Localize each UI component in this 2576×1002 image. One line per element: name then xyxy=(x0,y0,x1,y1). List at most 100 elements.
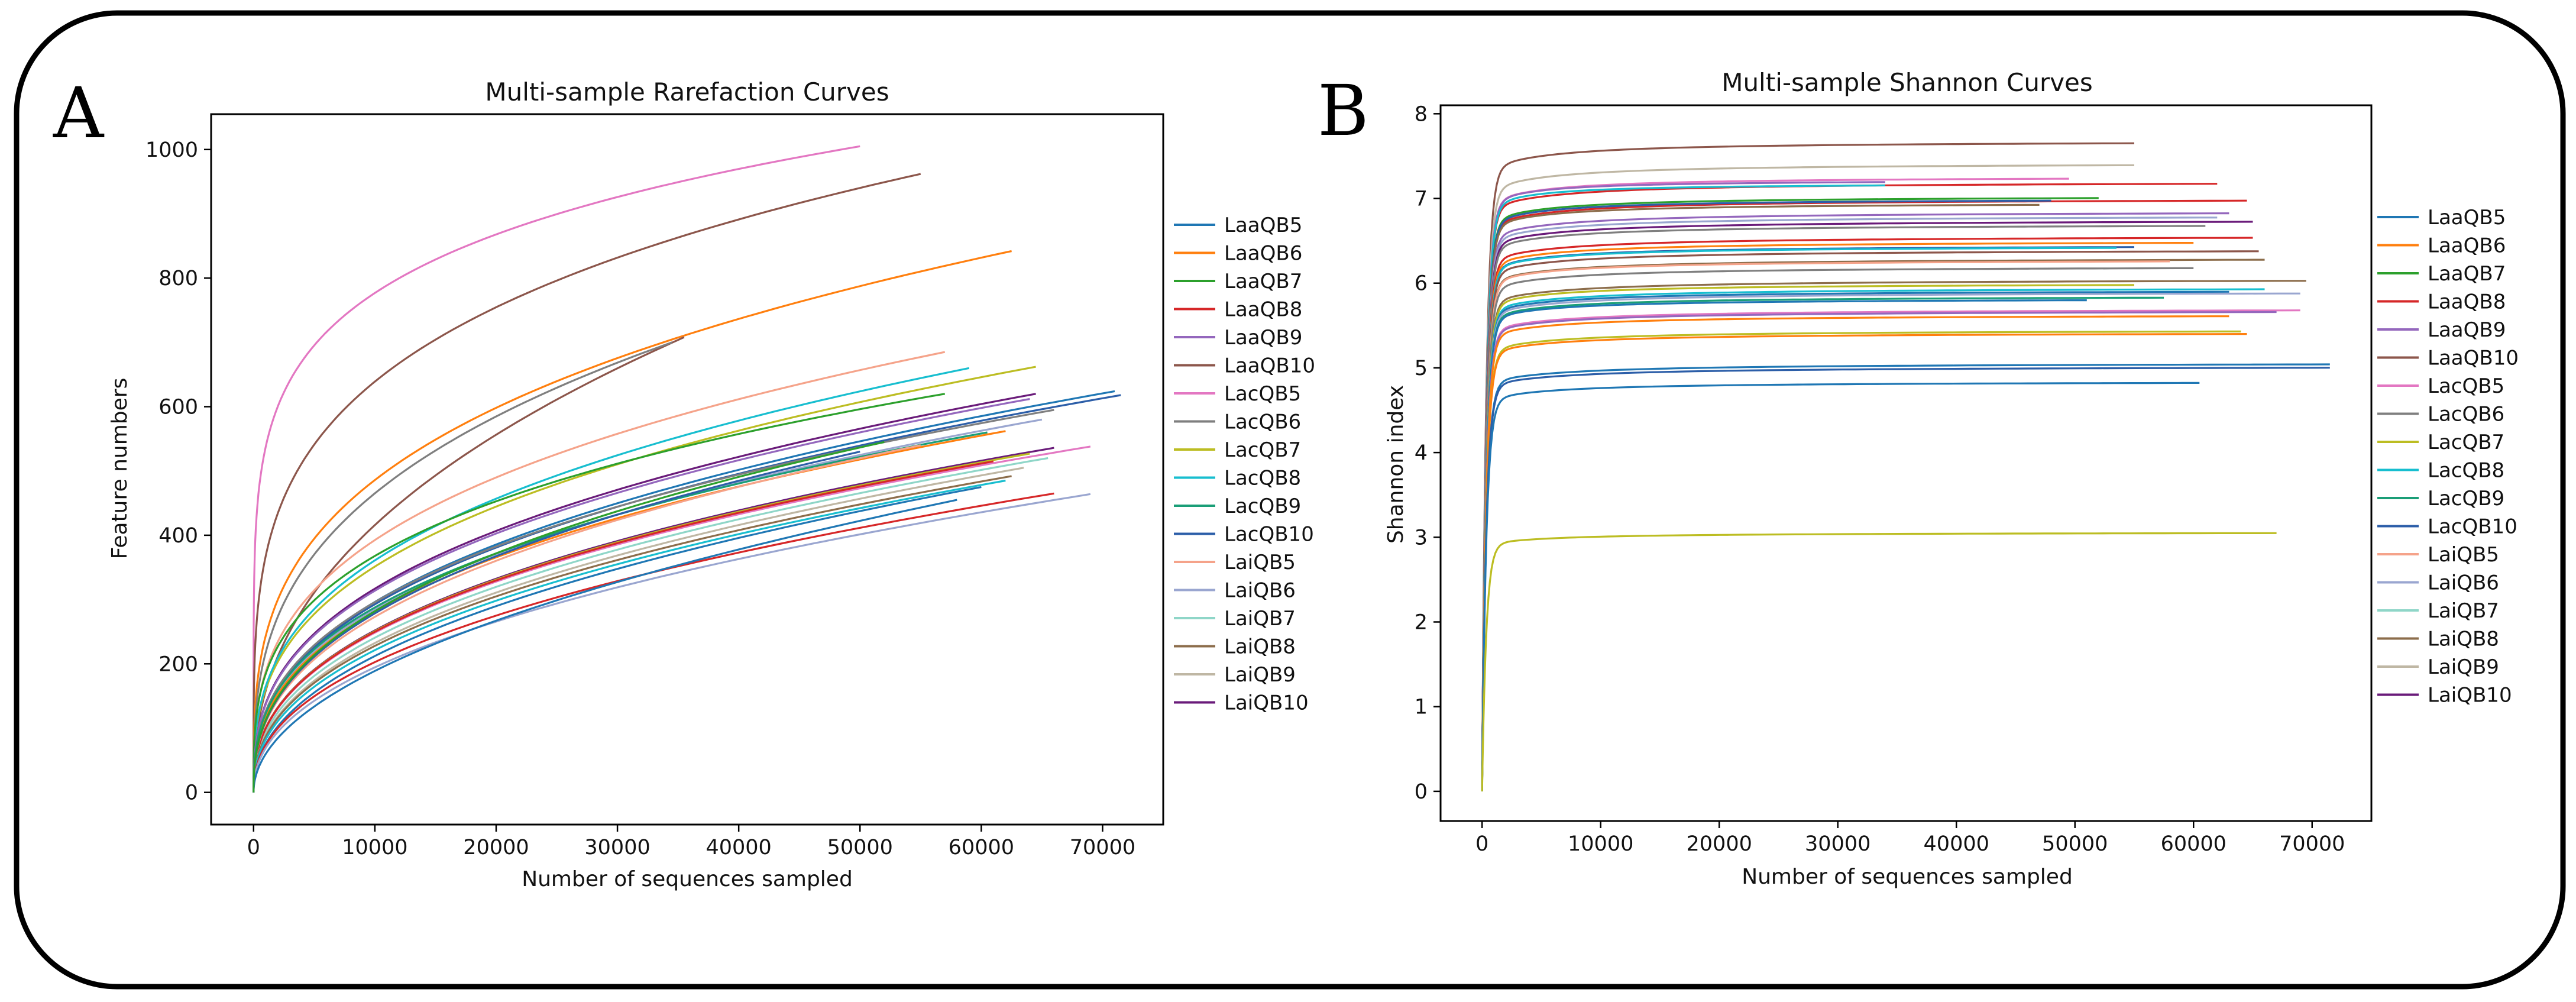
rarefaction-x-tick-label: 60000 xyxy=(949,836,1014,859)
shannon-series-line-1 xyxy=(1481,142,2135,791)
rarefaction-series-line-22 xyxy=(253,460,994,793)
shannon-y-tick-label: 6 xyxy=(1415,272,1428,296)
shannon-legend-label: LacQB5 xyxy=(2428,374,2504,398)
shannon-legend-label: LaaQB9 xyxy=(2428,318,2506,342)
shannon-legend-label: LaiQB6 xyxy=(2428,571,2499,595)
rarefaction-series-line-29 xyxy=(253,499,957,793)
shannon-y-tick-label: 0 xyxy=(1415,780,1428,804)
rarefaction-series-line-3 xyxy=(253,250,1012,793)
shannon-series-line-2 xyxy=(1481,164,2135,791)
shannon-series-line-38 xyxy=(1481,532,2277,791)
rarefaction-series-line-8 xyxy=(253,367,970,793)
rarefaction-series-line-24 xyxy=(253,475,1012,793)
rarefaction-series-line-27 xyxy=(253,492,1054,793)
shannon-legend-label: LaiQB7 xyxy=(2428,599,2499,623)
shannon-y-axis-label: Shannon index xyxy=(1384,385,1408,544)
rarefaction-series-line-32 xyxy=(253,441,885,793)
shannon-series-line-29 xyxy=(1481,299,2087,791)
panel-a-letter: A xyxy=(53,72,105,154)
rarefaction-ticks: 0 10000 20000 30000 40000 50000 60000 70000 0 200… xyxy=(145,138,1135,859)
rarefaction-y-tick-label: 200 xyxy=(158,652,198,676)
rarefaction-x-tick-label: 70000 xyxy=(1070,836,1135,859)
rarefaction-x-tick-label: 30000 xyxy=(584,836,650,859)
rarefaction-y-tick-label: 600 xyxy=(158,396,198,419)
rarefaction-chart-title: Multi-sample Rarefaction Curves xyxy=(485,77,889,106)
rarefaction-legend-label: LacQB7 xyxy=(1224,438,1301,462)
rarefaction-curves xyxy=(253,145,1121,793)
shannon-legend-label: LaiQB9 xyxy=(2428,655,2499,679)
rarefaction-series-line-2 xyxy=(253,173,921,793)
rarefaction-series-line-25 xyxy=(253,479,1006,793)
shannon-legend-label: LaaQB10 xyxy=(2428,347,2519,370)
rarefaction-legend-label: LaaQB8 xyxy=(1224,298,1302,322)
rarefaction-x-tick-label: 20000 xyxy=(463,836,529,859)
shannon-series-line-12 xyxy=(1481,216,2218,791)
shannon-series-line-22 xyxy=(1481,267,2194,791)
shannon-x-tick-label: 20000 xyxy=(1687,832,1752,856)
rarefaction-y-tick-label: 800 xyxy=(158,267,198,290)
shannon-legend-label: LaaQB5 xyxy=(2428,206,2506,230)
rarefaction-legend-label: LaiQB9 xyxy=(1224,663,1296,687)
shannon-series-line-31 xyxy=(1481,311,2277,791)
shannon-series-line-14 xyxy=(1481,225,2206,791)
rarefaction-legend: LaaQB5 LaaQB6 LaaQB7 LaaQB8 LaaQB9 LaaQB10 Lac… xyxy=(1174,214,1315,715)
rarefaction-x-axis-label: Number of sequences sampled xyxy=(522,867,853,891)
rarefaction-legend-label: LaiQB8 xyxy=(1224,635,1296,659)
shannon-y-tick-label: 5 xyxy=(1415,357,1428,380)
shannon-y-tick-label: 3 xyxy=(1415,526,1428,550)
shannon-series-line-23 xyxy=(1481,280,2306,791)
shannon-curves xyxy=(1481,142,2330,791)
rarefaction-legend-label: LaaQB9 xyxy=(1224,326,1302,350)
rarefaction-y-tick-label: 400 xyxy=(158,524,198,548)
shannon-y-tick-label: 8 xyxy=(1415,102,1428,126)
shannon-legend: LaaQB5 LaaQB6 LaaQB7 LaaQB8 LaaQB9 LaaQB10 Lac… xyxy=(2377,206,2519,707)
rarefaction-x-tick-label: 40000 xyxy=(706,836,771,859)
rarefaction-y-tick-label: 0 xyxy=(185,781,198,805)
shannon-x-tick-label: 40000 xyxy=(1924,832,1989,856)
shannon-x-tick-label: 10000 xyxy=(1568,832,1633,856)
shannon-series-line-10 xyxy=(1481,203,2040,791)
rarefaction-legend-label: LacQB9 xyxy=(1224,494,1301,518)
rarefaction-x-tick-label: 10000 xyxy=(342,836,407,859)
rarefaction-legend-label: LaaQB6 xyxy=(1224,242,1302,266)
shannon-y-tick-label: 1 xyxy=(1415,696,1428,719)
rarefaction-series-line-1 xyxy=(253,145,860,793)
rarefaction-legend-label: LaiQB7 xyxy=(1224,607,1296,631)
shannon-series-line-35 xyxy=(1481,363,2330,791)
rarefaction-series-line-21 xyxy=(253,457,1048,793)
shannon-legend-label: LaaQB6 xyxy=(2428,234,2506,258)
rarefaction-legend-label: LacQB6 xyxy=(1224,411,1301,434)
shannon-series-line-34 xyxy=(1481,332,2247,791)
shannon-legend-label: LaiQB10 xyxy=(2428,684,2512,707)
rarefaction-legend-label: LaaQB10 xyxy=(1224,354,1315,378)
rarefaction-x-tick-label: 50000 xyxy=(827,836,893,859)
rarefaction-legend-label: LaaQB7 xyxy=(1224,270,1302,293)
shannon-y-tick-label: 2 xyxy=(1415,610,1428,634)
shannon-chart: Multi-sample Shannon Curves Number of se… xyxy=(1384,68,2519,889)
rarefaction-legend-label: LacQB5 xyxy=(1224,382,1301,406)
rarefaction-y-tick-label: 1000 xyxy=(145,138,198,162)
shannon-series-line-27 xyxy=(1481,292,2300,791)
shannon-x-tick-label: 70000 xyxy=(2279,832,2345,856)
shannon-x-axis-label: Number of sequences sampled xyxy=(1742,865,2073,889)
rarefaction-legend-label: LaiQB10 xyxy=(1224,691,1309,715)
rarefaction-series-line-4 xyxy=(253,336,685,793)
shannon-legend-label: LaaQB8 xyxy=(2428,290,2506,314)
rarefaction-series-line-17 xyxy=(253,431,988,793)
rarefaction-series-line-28 xyxy=(253,493,1091,793)
shannon-legend-label: LacQB8 xyxy=(2428,459,2504,483)
rarefaction-series-line-13 xyxy=(253,397,1030,793)
rarefaction-legend-label: LaaQB5 xyxy=(1224,214,1302,237)
rarefaction-series-line-5 xyxy=(253,341,672,793)
rarefaction-legend-label: LacQB10 xyxy=(1224,523,1314,547)
shannon-series-line-32 xyxy=(1481,315,2229,791)
shannon-plot-frame xyxy=(1439,104,2373,822)
rarefaction-x-tick-label: 0 xyxy=(247,836,260,859)
shannon-x-tick-label: 0 xyxy=(1475,832,1488,856)
shannon-ticks: 0 10000 20000 30000 40000 50000 60000 70000 0 1 2 3… xyxy=(1415,102,2345,856)
shannon-legend-label: LacQB10 xyxy=(2428,515,2517,539)
rarefaction-legend-label: LacQB8 xyxy=(1224,467,1301,490)
shannon-chart-title: Multi-sample Shannon Curves xyxy=(1721,68,2093,97)
shannon-legend-label: LaiQB8 xyxy=(2428,628,2499,651)
